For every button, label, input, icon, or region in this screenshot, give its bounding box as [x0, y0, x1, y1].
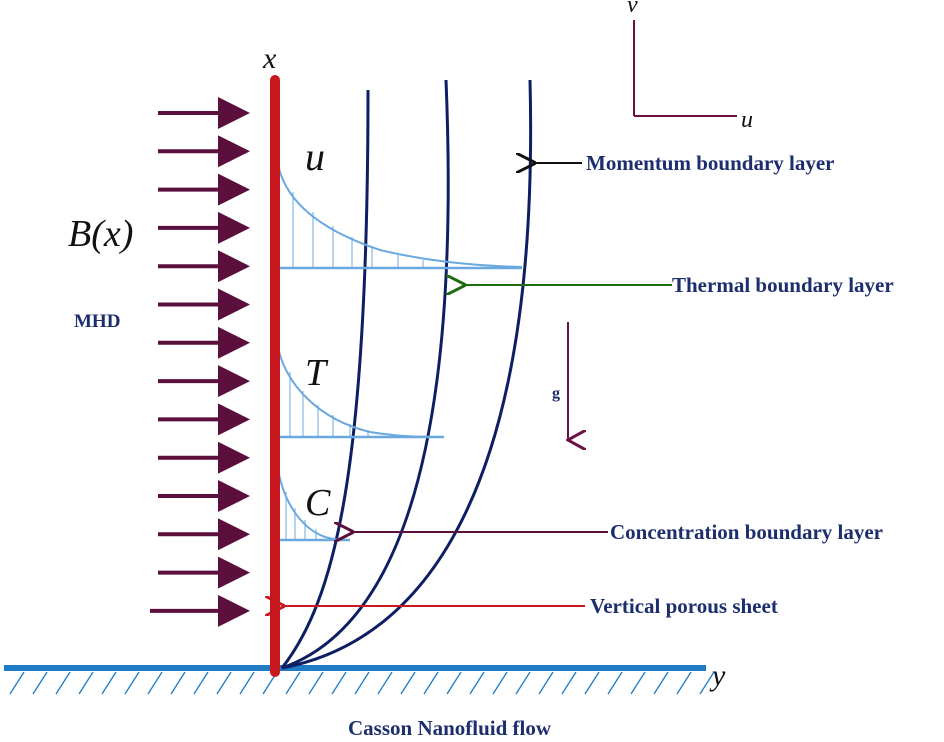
momentum-layer-label: Momentum boundary layer: [586, 151, 835, 175]
hatch-mark: [55, 671, 71, 695]
velocity-profile-label: u: [305, 134, 325, 179]
hatch-mark: [492, 671, 508, 695]
hatch-mark: [9, 671, 25, 695]
temperature-profile: [275, 341, 445, 439]
hatch-mark: [538, 671, 554, 695]
concentration-boundary-curve: [280, 89, 370, 669]
hatch-mark: [561, 671, 577, 695]
hatch-mark: [285, 671, 301, 695]
concentration-layer-label: Concentration boundary layer: [610, 520, 883, 544]
hatch-mark: [676, 671, 692, 695]
hatch-mark: [32, 671, 48, 695]
magnetic-field-arrows: [150, 97, 250, 627]
gravity-label: g: [552, 385, 560, 402]
hatch-mark: [446, 671, 462, 695]
hatch-mark: [147, 671, 163, 695]
hatch-mark: [423, 671, 439, 695]
hatch-mark: [216, 671, 232, 695]
hatch-mark: [239, 671, 255, 695]
hatch-mark: [400, 671, 416, 695]
mhd-label: MHD: [74, 311, 120, 332]
hatch-mark: [170, 671, 186, 695]
momentum-boundary-curve: [281, 79, 533, 670]
thermal-boundary-curve: [281, 79, 450, 670]
hatch-mark: [584, 671, 600, 695]
temperature-profile-label: T: [305, 352, 329, 394]
hatch-mark: [699, 671, 715, 695]
hatch-mark: [193, 671, 209, 695]
concentration-profile-label: C: [305, 482, 331, 524]
thermal-layer-label: Thermal boundary layer: [672, 273, 894, 297]
magnetic-field-label: B(x): [68, 213, 133, 255]
axis-y-label: y: [709, 659, 726, 692]
velocity-profile: [275, 157, 523, 270]
hatch-mark: [78, 671, 94, 695]
hatch-mark: [354, 671, 370, 695]
hatch-mark: [469, 671, 485, 695]
velocity-u-label: u: [741, 107, 753, 133]
hatch-mark: [124, 671, 140, 695]
diagram-caption: Casson Nanofluid flow: [348, 716, 552, 740]
ground-hatching: [9, 671, 715, 695]
hatch-mark: [377, 671, 393, 695]
axis-x-label: x: [262, 42, 277, 75]
hatch-mark: [101, 671, 117, 695]
hatch-mark: [607, 671, 623, 695]
hatch-mark: [515, 671, 531, 695]
sheet-label: Vertical porous sheet: [590, 594, 778, 618]
velocity-v-label: v: [627, 0, 638, 18]
hatch-mark: [653, 671, 669, 695]
hatch-mark: [308, 671, 324, 695]
hatch-mark: [331, 671, 347, 695]
hatch-mark: [630, 671, 646, 695]
